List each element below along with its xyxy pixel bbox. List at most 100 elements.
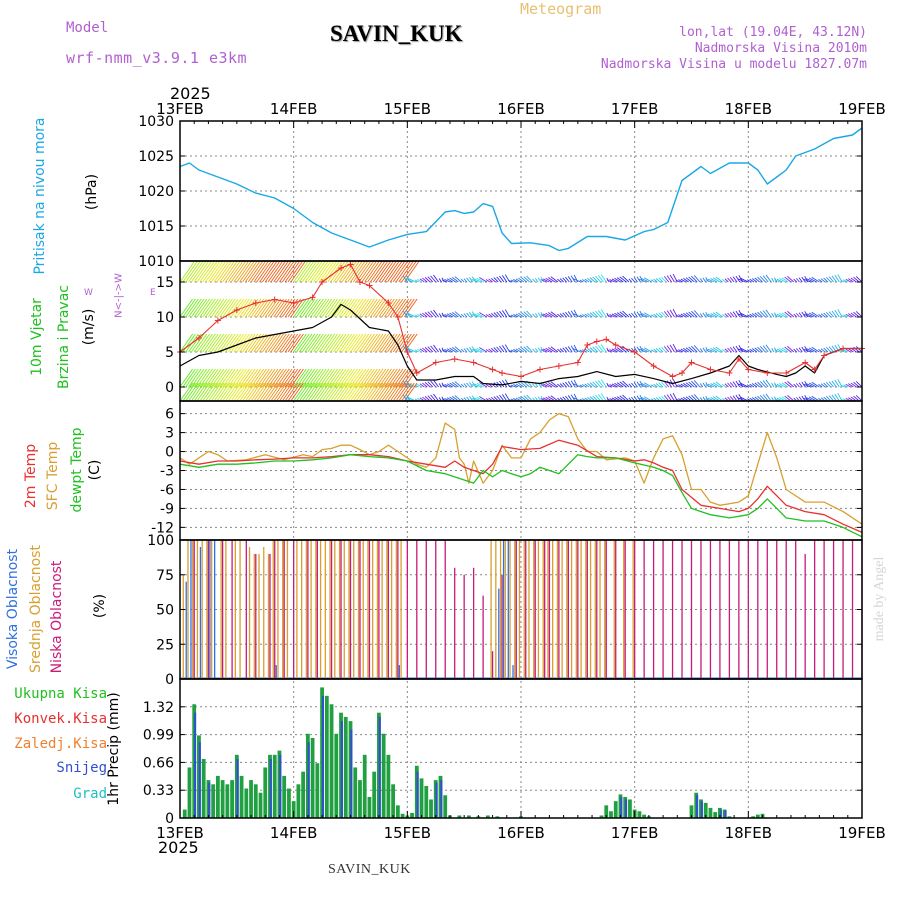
wind-barb (693, 275, 701, 283)
precip-total-bar (457, 815, 462, 818)
wind-barb (518, 347, 525, 353)
wind-barb (508, 280, 513, 283)
wind-barb (284, 368, 299, 388)
wind-barb (584, 313, 590, 318)
wind-barb (441, 314, 448, 318)
wind-barb (208, 368, 222, 388)
wind-barb (361, 333, 375, 353)
wind-barb (557, 348, 562, 353)
wind-barb (609, 279, 615, 283)
wind-barb (244, 368, 259, 388)
wind-barb (488, 348, 493, 353)
wind-barb (826, 312, 832, 318)
wind-gust-marker (489, 366, 496, 373)
wind-barb (595, 394, 601, 401)
wind-barb (370, 261, 386, 283)
wind-barb (441, 279, 448, 283)
wind-barb (520, 312, 527, 318)
wind-barb (222, 261, 238, 283)
wind-gust-marker (252, 300, 259, 306)
wind-barb (518, 277, 525, 283)
wind-barb (845, 278, 851, 283)
wind-barb (185, 261, 201, 283)
precip-total-bar (253, 784, 258, 818)
wind-barb (196, 368, 211, 388)
wind-barb (562, 382, 567, 388)
precip-total-bar (410, 812, 414, 818)
x-tick-label-bottom: 17FEB (611, 824, 658, 842)
wind-barb (233, 382, 247, 401)
wind-barb (765, 379, 772, 388)
wind-gust-marker (394, 314, 401, 320)
wind-barb (375, 261, 392, 283)
wind-barb (185, 298, 199, 318)
wind-barb (219, 298, 233, 318)
wind-barb (318, 382, 333, 401)
wind-barb (850, 277, 857, 283)
wind-barb-group (180, 261, 862, 401)
wind-barb (219, 368, 233, 388)
x-tick-label-bottom: 18FEB (725, 824, 772, 842)
wind-gust-marker (612, 342, 619, 348)
wind-barb (247, 261, 264, 283)
wind-barb (779, 278, 786, 283)
wind-barb (776, 383, 783, 388)
wind-gust-marker (214, 317, 221, 324)
wind-barb (253, 298, 267, 318)
wind-barb (641, 383, 650, 388)
precip-ytick-label: 1.32 (143, 700, 174, 716)
wind-barb (444, 348, 451, 353)
wind-barb (526, 310, 533, 318)
wind-barb (361, 368, 375, 388)
wind-barb (267, 261, 284, 283)
wind-barb (378, 368, 392, 388)
wind-ytick-label: 5 (165, 345, 174, 361)
wind-barb (210, 333, 225, 353)
wind-barb (666, 345, 672, 353)
wind-barb (407, 312, 417, 318)
precip-total-bar (225, 784, 230, 818)
wind-barb (262, 382, 276, 401)
wind-barb (510, 279, 516, 283)
wind-barb (715, 311, 724, 318)
wind-barb (616, 347, 624, 353)
wind-gust-marker (631, 349, 638, 355)
wind-barb (784, 346, 792, 353)
wind-barb (765, 309, 772, 318)
wind-barb (375, 382, 390, 401)
wind-barb (515, 348, 522, 353)
precip-total-bar (249, 780, 253, 818)
wind-barb (293, 261, 309, 283)
wind-barb (641, 278, 650, 283)
wind-barb (216, 382, 230, 401)
wind-barb (182, 368, 196, 388)
wind-barb (545, 277, 553, 283)
wind-barb (801, 346, 806, 353)
wind-barb (344, 298, 358, 318)
wind-barb (389, 382, 404, 401)
wind-barb (205, 298, 219, 318)
wind-barb (565, 381, 570, 388)
wind-barb (840, 279, 846, 283)
x-tick-label-top: 14FEB (270, 100, 317, 118)
wind-barb (811, 276, 820, 283)
wind-barb (454, 381, 462, 388)
wind-gust-marker (404, 349, 411, 355)
wind-barb (180, 368, 193, 388)
wind-barb (795, 278, 800, 283)
pressure-ytick-label: 1030 (138, 114, 174, 130)
wind-barb (350, 382, 364, 401)
wind-barb (545, 312, 553, 318)
wind-barb (324, 333, 338, 353)
wind-barb (513, 314, 519, 318)
wind-barb (501, 394, 508, 401)
wind-barb (567, 276, 573, 283)
wind-barb (722, 278, 726, 283)
precip-total-bar (310, 737, 315, 818)
precip-total-bar (609, 811, 613, 818)
wind-barb (572, 383, 581, 388)
wind-barb (350, 368, 364, 388)
wind-barb (774, 279, 780, 283)
wind-barb (751, 383, 758, 388)
precip-total-bar (334, 733, 339, 818)
